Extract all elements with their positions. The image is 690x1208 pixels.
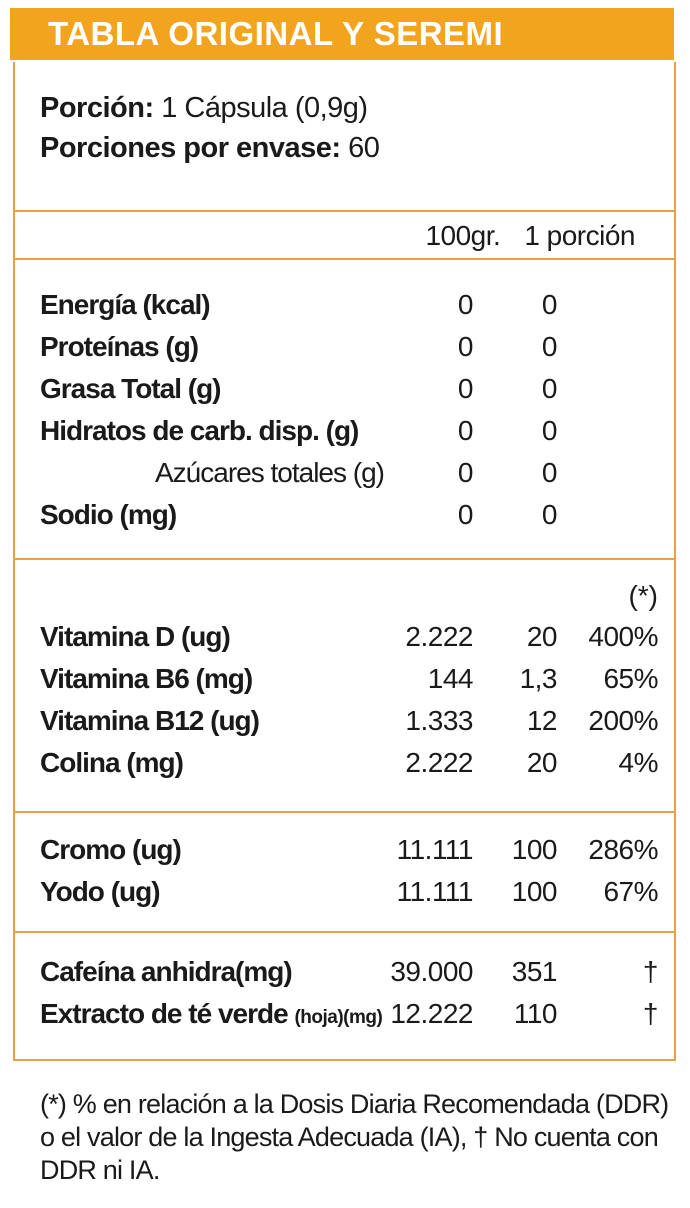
table-row: Vitamina D (ug) 2.222 20 400%: [40, 616, 659, 658]
table-row: Colina (mg) 2.222 20 4%: [40, 742, 659, 784]
servings-per-container-line: Porciones por envase: 60: [40, 128, 658, 168]
row-label: Vitamina B12 (ug): [40, 705, 260, 736]
minerals-section: Cromo (ug) 11.111 100 286% Yodo (ug) 11.…: [15, 813, 674, 933]
table-row: Vitamina B6 (mg) 144 1,3 65%: [40, 658, 659, 700]
row-portion-value: 351: [511, 956, 558, 987]
row-label: Energía (kcal): [40, 289, 211, 320]
nutrition-facts-box: Porción: 1 Cápsula (0,9g) Porciones por …: [13, 62, 676, 1061]
row-dv-value: 65%: [603, 663, 658, 694]
row-label: Grasa Total (g): [40, 373, 222, 404]
table-row: Azúcares totales (g) 0 0: [40, 452, 658, 494]
row-portion-value: 0: [541, 331, 558, 362]
row-portion-value: 110: [513, 998, 558, 1029]
others-section: Cafeína anhidra(mg) 39.000 351 † Extract…: [15, 933, 674, 1059]
table-row: Proteínas (g) 0 0: [40, 326, 658, 368]
footnote: (*) % en relación a la Dosis Diaria Reco…: [40, 1088, 686, 1187]
row-label: Azúcares totales (g): [155, 457, 385, 488]
row-per100-value: 11.111: [396, 876, 474, 907]
table-row: Hidratos de carb. disp. (g) 0 0: [40, 410, 658, 452]
vitamins-section: (*) Vitamina D (ug) 2.222 20 400% Vitami…: [15, 560, 674, 813]
row-portion-value: 0: [541, 499, 558, 530]
row-label: Proteínas (g): [40, 331, 199, 362]
row-portion-value: 100: [511, 834, 558, 865]
row-dv-value: †: [642, 956, 659, 987]
row-dv-value: 286%: [588, 834, 658, 865]
row-portion-value: 100: [511, 876, 558, 907]
row-per100-value: 12.222: [390, 998, 473, 1029]
table-row: Vitamina B12 (ug) 1.333 12 200%: [40, 700, 659, 742]
row-dv-value: 67%: [603, 876, 658, 907]
footnote-line: (*) % en relación a la Dosis Diaria Reco…: [40, 1089, 669, 1119]
row-label: Cromo (ug): [40, 834, 182, 865]
row-dv-value: †: [642, 998, 659, 1029]
row-per100-value: 0: [457, 415, 474, 446]
row-label: Yodo (ug): [40, 876, 161, 907]
row-label: Extracto de té verde (hoja)(mg): [40, 993, 383, 1039]
row-per100-value: 39.000: [390, 956, 473, 987]
column-header-per-portion: 1 porción: [524, 220, 635, 251]
row-portion-value: 0: [541, 289, 558, 320]
table-title-bar: TABLA ORIGINAL Y SEREMI: [10, 8, 674, 60]
row-dv-value: 400%: [588, 621, 658, 652]
table-row: Cafeína anhidra(mg) 39.000 351 †: [40, 951, 659, 993]
servings-per-container-label: Porciones por envase:: [40, 132, 341, 164]
row-per100-value: 1.333: [405, 705, 473, 736]
row-per100-value: 144: [427, 663, 474, 694]
table-row: Yodo (ug) 11.111 100 67%: [40, 871, 659, 913]
row-label-main: Extracto de té verde: [40, 998, 289, 1029]
row-label: Vitamina B6 (mg): [40, 663, 253, 694]
portion-label: Porción:: [40, 92, 154, 124]
row-portion-value: 0: [541, 415, 558, 446]
servings-per-container-value: 60: [348, 132, 380, 164]
row-label: Sodio (mg): [40, 499, 177, 530]
row-dv-value: 200%: [588, 705, 658, 736]
table-row: Grasa Total (g) 0 0: [40, 368, 658, 410]
table-row: Extracto de té verde (hoja)(mg) 12.222 1…: [40, 993, 659, 1035]
row-portion-value: 12: [526, 705, 558, 736]
column-header-per-100g: 100gr.: [425, 220, 501, 251]
column-header-row: 100gr. 1 porción: [15, 212, 674, 260]
table-row: Cromo (ug) 11.111 100 286%: [40, 829, 659, 871]
row-label-small: (hoja)(mg): [294, 1007, 383, 1028]
table-row: Sodio (mg) 0 0: [40, 494, 658, 536]
portion-line: Porción: 1 Cápsula (0,9g): [40, 88, 658, 128]
row-portion-value: 0: [541, 457, 558, 488]
page-title: TABLA ORIGINAL Y SEREMI: [48, 15, 504, 52]
row-label: Colina (mg): [40, 747, 184, 778]
row-per100-value: 0: [457, 457, 474, 488]
row-per100-value: 2.222: [405, 621, 473, 652]
row-per100-value: 0: [457, 289, 474, 320]
row-per100-value: 0: [457, 331, 474, 362]
footnote-line: o el valor de la Ingesta Adecuada (IA), …: [40, 1122, 659, 1152]
portion-value: 1 Cápsula (0,9g): [161, 92, 368, 124]
row-portion-value: 20: [526, 747, 558, 778]
row-per100-value: 11.111: [396, 834, 474, 865]
footnote-line: DDR ni IA.: [40, 1155, 160, 1185]
serving-info-section: Porción: 1 Cápsula (0,9g) Porciones por …: [15, 62, 674, 212]
row-portion-value: 0: [541, 373, 558, 404]
daily-value-marker: (*): [628, 580, 658, 611]
row-portion-value: 20: [526, 621, 558, 652]
macros-section: Energía (kcal) 0 0 Proteínas (g) 0 0 Gra…: [15, 260, 674, 560]
row-per100-value: 2.222: [405, 747, 473, 778]
row-dv-value: 4%: [618, 747, 659, 778]
table-row: Energía (kcal) 0 0: [40, 284, 658, 326]
row-label: Cafeína anhidra(mg): [40, 956, 293, 987]
row-label: Vitamina D (ug): [40, 621, 231, 652]
row-per100-value: 0: [457, 373, 474, 404]
row-per100-value: 0: [457, 499, 474, 530]
row-label: Hidratos de carb. disp. (g): [40, 415, 359, 446]
row-portion-value: 1,3: [519, 663, 558, 694]
